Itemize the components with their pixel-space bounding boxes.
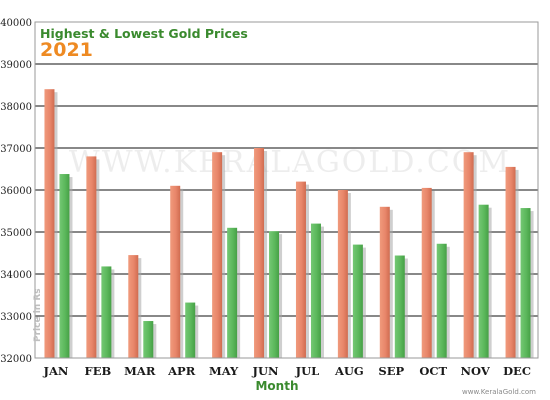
x-tick-label: APR: [167, 364, 196, 378]
x-axis-label: Month: [255, 379, 298, 393]
x-tick-label: DEC: [503, 364, 531, 378]
bar-highest: [44, 89, 55, 358]
x-tick-label: NOV: [461, 364, 491, 378]
bar-highest: [212, 152, 223, 358]
x-tick-label: SEP: [378, 364, 404, 378]
y-tick-label: 40000: [0, 18, 32, 29]
y-axis-label: Price in Rs: [33, 288, 43, 342]
x-tick-label: MAY: [209, 364, 239, 378]
x-tick-label: AUG: [334, 364, 364, 378]
bar-highest: [295, 181, 306, 358]
bar-lowest: [352, 244, 363, 358]
bar-lowest: [394, 255, 405, 358]
chart-subtitle: 2021: [40, 39, 93, 61]
bar-lowest: [310, 223, 321, 358]
chart-title: Highest & Lowest Gold Prices: [40, 26, 248, 41]
bar-highest: [505, 166, 516, 358]
bar-highest: [128, 255, 139, 358]
y-tick-label: 36000: [0, 186, 32, 197]
bar-highest: [421, 187, 432, 358]
bar-highest: [254, 148, 265, 358]
bar-highest: [170, 185, 181, 358]
x-tick-label: FEB: [85, 364, 112, 378]
grid-lines: [35, 63, 538, 317]
bar-lowest: [101, 266, 112, 358]
y-tick-label: 38000: [0, 102, 32, 113]
bar-lowest: [227, 227, 238, 358]
y-tick-label: 37000: [0, 144, 32, 155]
bar-highest: [463, 152, 474, 358]
x-tick-label: JUL: [295, 364, 320, 378]
x-tick-label: OCT: [419, 364, 447, 378]
y-tick-label: 39000: [0, 60, 32, 71]
bar-lowest: [478, 204, 489, 358]
bar-lowest: [185, 302, 196, 358]
watermark-text: WWW.KERALAGOLD.COM: [69, 145, 511, 180]
bar-highest: [379, 206, 390, 358]
y-tick-label: 32000: [0, 354, 32, 365]
x-tick-label: JAN: [43, 364, 69, 378]
y-tick-label: 33000: [0, 312, 32, 323]
plot-frame: [34, 21, 539, 359]
bars: [44, 89, 534, 358]
bar-lowest: [59, 174, 70, 358]
bar-highest: [86, 156, 97, 358]
x-tick-label: MAR: [124, 364, 156, 378]
y-axis-ticks: 32000 33000 34000 35000 36000 37000 38000 39000…: [0, 18, 32, 365]
x-tick-label: JUN: [252, 364, 279, 378]
bar-lowest: [143, 321, 154, 358]
bar-highest: [337, 190, 348, 358]
y-tick-label: 35000: [0, 228, 32, 239]
x-axis-ticks: JAN FEB MAR APR MAY JUN JUL AUG SEP OCT NOV DEC: [43, 364, 531, 378]
bar-lowest: [436, 243, 447, 358]
y-tick-label: 34000: [0, 270, 32, 281]
bar-lowest: [520, 208, 531, 358]
bar-lowest: [269, 231, 280, 358]
footer-credit: www.KeralaGold.com: [462, 388, 536, 396]
